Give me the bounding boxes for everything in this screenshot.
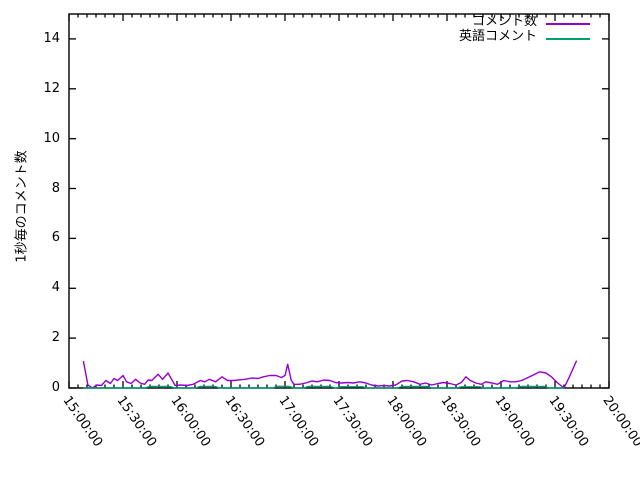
legend-label-comments: コメント数 [471,14,537,29]
y-tick-label: 4 [51,280,60,296]
y-axis-title: 1秒毎のコメント数 [14,150,30,263]
legend-label-english-comments: 英語コメント [458,29,537,44]
y-tick-label: 8 [51,180,60,196]
y-tick-label: 0 [51,380,60,395]
legend-row-comments: コメント数 [459,15,590,29]
y-tick-label: 12 [43,80,60,96]
y-tick-label: 10 [43,130,60,146]
y-tick-label: 6 [51,230,60,246]
legend: コメント数 英語コメント [459,15,590,44]
legend-line-sample-comments [546,22,590,25]
y-tick-label: 2 [51,330,60,346]
legend-line-sample-english-comments [546,37,590,40]
y-tick-label: 14 [43,30,60,46]
legend-row-english-comments: 英語コメント [459,30,590,44]
